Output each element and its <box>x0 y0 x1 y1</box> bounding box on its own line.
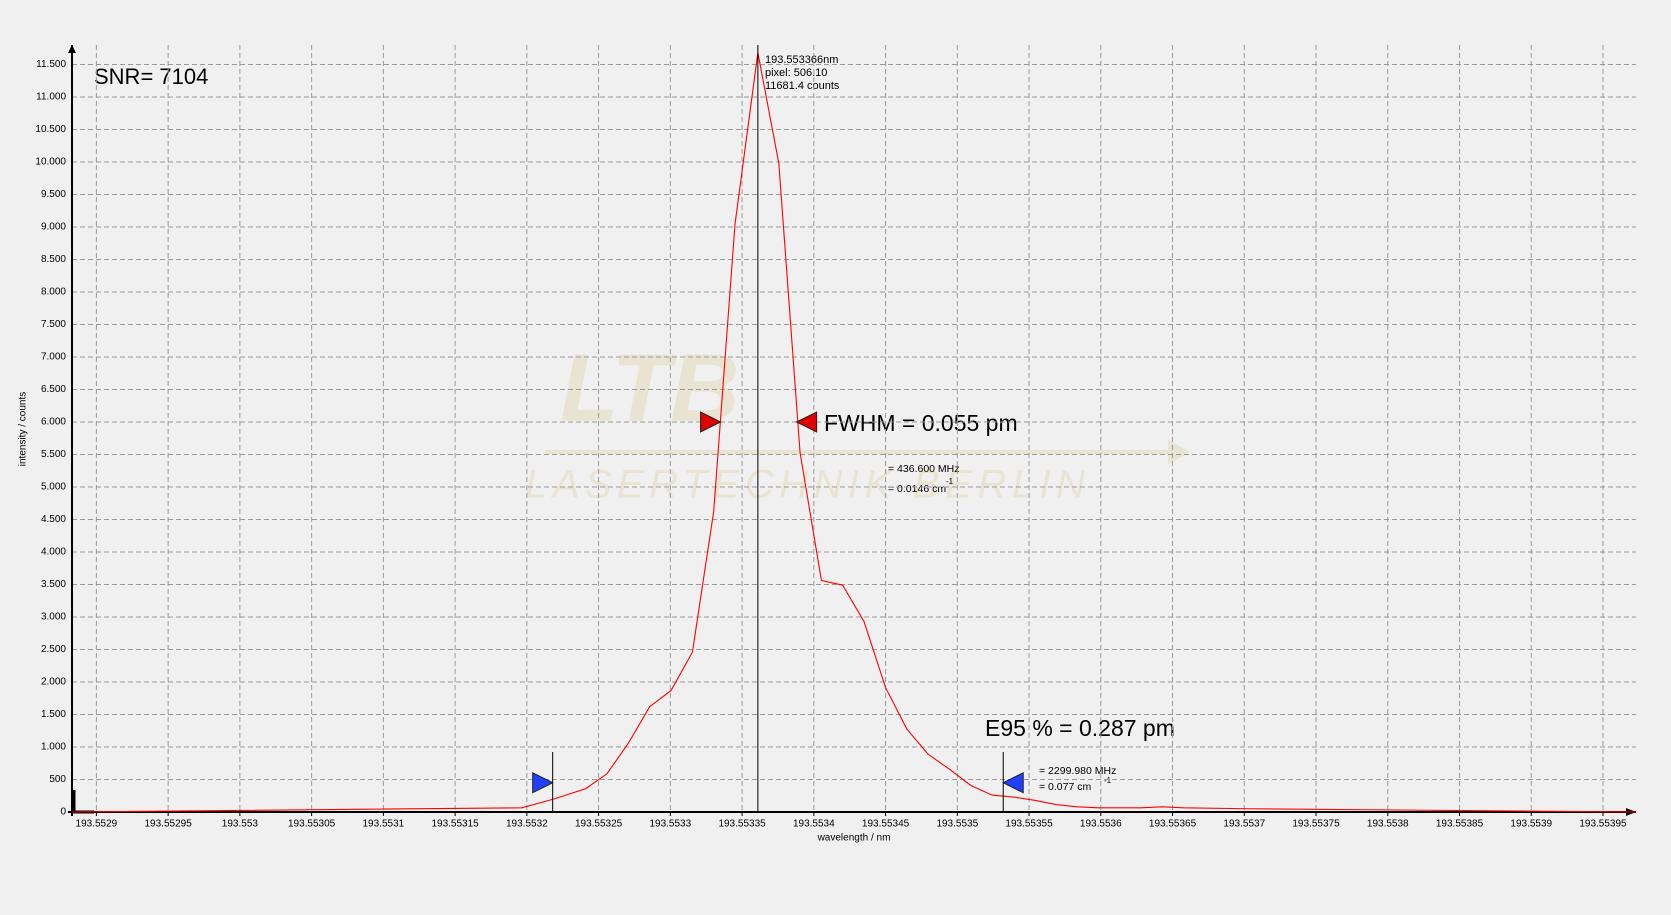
y-tick-label: 8.000 <box>41 287 66 298</box>
x-tick-label: 193.5536 <box>1080 819 1122 830</box>
y-tick-label: 500 <box>49 774 66 785</box>
e95-wavenumber: = 0.077 cm <box>1039 781 1091 793</box>
x-tick-label: 193.55325 <box>575 819 623 830</box>
y-tick-label: 10.500 <box>35 124 66 135</box>
x-tick-label: 193.55305 <box>288 819 336 830</box>
y-tick-label: 2.000 <box>41 677 66 688</box>
y-axis-arrow <box>68 45 76 53</box>
x-tick-label: 193.55315 <box>431 819 479 830</box>
x-tick-label: 193.55375 <box>1292 819 1340 830</box>
y-tick-label: 9.000 <box>41 222 66 233</box>
x-tick-label: 193.5537 <box>1223 819 1265 830</box>
x-axis-title: wavelength / nm <box>817 833 891 844</box>
watermark-arrow <box>545 439 1191 465</box>
y-tick-label: 7.500 <box>41 319 66 330</box>
y-tick-label: 0 <box>60 807 66 818</box>
x-tick-label: 193.553 <box>222 819 259 830</box>
x-tick-label: 193.5539 <box>1510 819 1552 830</box>
e95-marker <box>1002 771 1024 794</box>
snr: SNR= 7104 <box>94 64 208 89</box>
peak-info: 11681.4 counts <box>765 80 840 92</box>
y-tick-label: 1.500 <box>41 709 66 720</box>
fwhm-marker <box>700 411 722 433</box>
x-tick-label: 193.5534 <box>793 819 835 830</box>
fwhm-wavenumber: = 0.0146 cm <box>888 483 946 495</box>
origin-arrow <box>72 790 94 814</box>
x-tick-label: 193.5529 <box>76 819 118 830</box>
peak-info: 193.553366nm <box>765 54 838 66</box>
fwhm-freq: = 436.600 MHz <box>888 463 960 475</box>
y-axis-title: intensity / counts <box>18 392 29 466</box>
y-tick-label: 1.000 <box>41 742 66 753</box>
x-tick-label: 193.55335 <box>718 819 766 830</box>
x-tick-label: 193.5531 <box>363 819 405 830</box>
fwhm-exp: -1 <box>946 477 954 486</box>
x-tick-label: 193.5532 <box>506 819 548 830</box>
y-tick-label: 4.000 <box>41 547 66 558</box>
y-tick-label: 10.000 <box>35 157 66 168</box>
y-tick-label: 5.500 <box>41 449 66 460</box>
x-tick-label: 193.55385 <box>1436 819 1484 830</box>
x-tick-label: 193.5535 <box>936 819 978 830</box>
x-tick-label: 193.55355 <box>1005 819 1053 830</box>
e95-label: E95 % = 0.287 pm <box>985 715 1175 741</box>
y-tick-label: 11.000 <box>36 92 66 103</box>
peak-info: pixel: 506.10 <box>765 67 827 79</box>
y-tick-label: 11.500 <box>36 59 66 70</box>
x-tick-label: 193.5533 <box>649 819 691 830</box>
y-tick-label: 5.000 <box>41 482 66 493</box>
x-tick-label: 193.55365 <box>1149 819 1197 830</box>
y-tick-label: 6.000 <box>41 417 66 428</box>
e95-marker <box>532 771 554 794</box>
y-tick-label: 8.500 <box>41 254 66 265</box>
x-tick-label: 193.55395 <box>1579 819 1627 830</box>
fwhm-label: FWHM = 0.055 pm <box>824 410 1018 436</box>
y-tick-label: 3.500 <box>41 579 66 590</box>
y-tick-label: 3.000 <box>41 612 66 623</box>
y-tick-label: 6.500 <box>41 384 66 395</box>
y-tick-label: 7.000 <box>41 352 66 363</box>
e95-exp: -1 <box>1104 776 1112 785</box>
y-tick-label: 9.500 <box>41 189 66 200</box>
x-tick-label: 193.55295 <box>144 819 192 830</box>
spectrum-line <box>71 52 1637 813</box>
fwhm-marker <box>795 411 818 433</box>
y-tick-label: 2.500 <box>41 644 66 655</box>
x-tick-label: 193.55345 <box>862 819 910 830</box>
y-tick-label: 4.500 <box>41 514 66 525</box>
x-tick-label: 193.5538 <box>1367 819 1409 830</box>
e95-freq: = 2299.980 MHz <box>1039 765 1116 777</box>
